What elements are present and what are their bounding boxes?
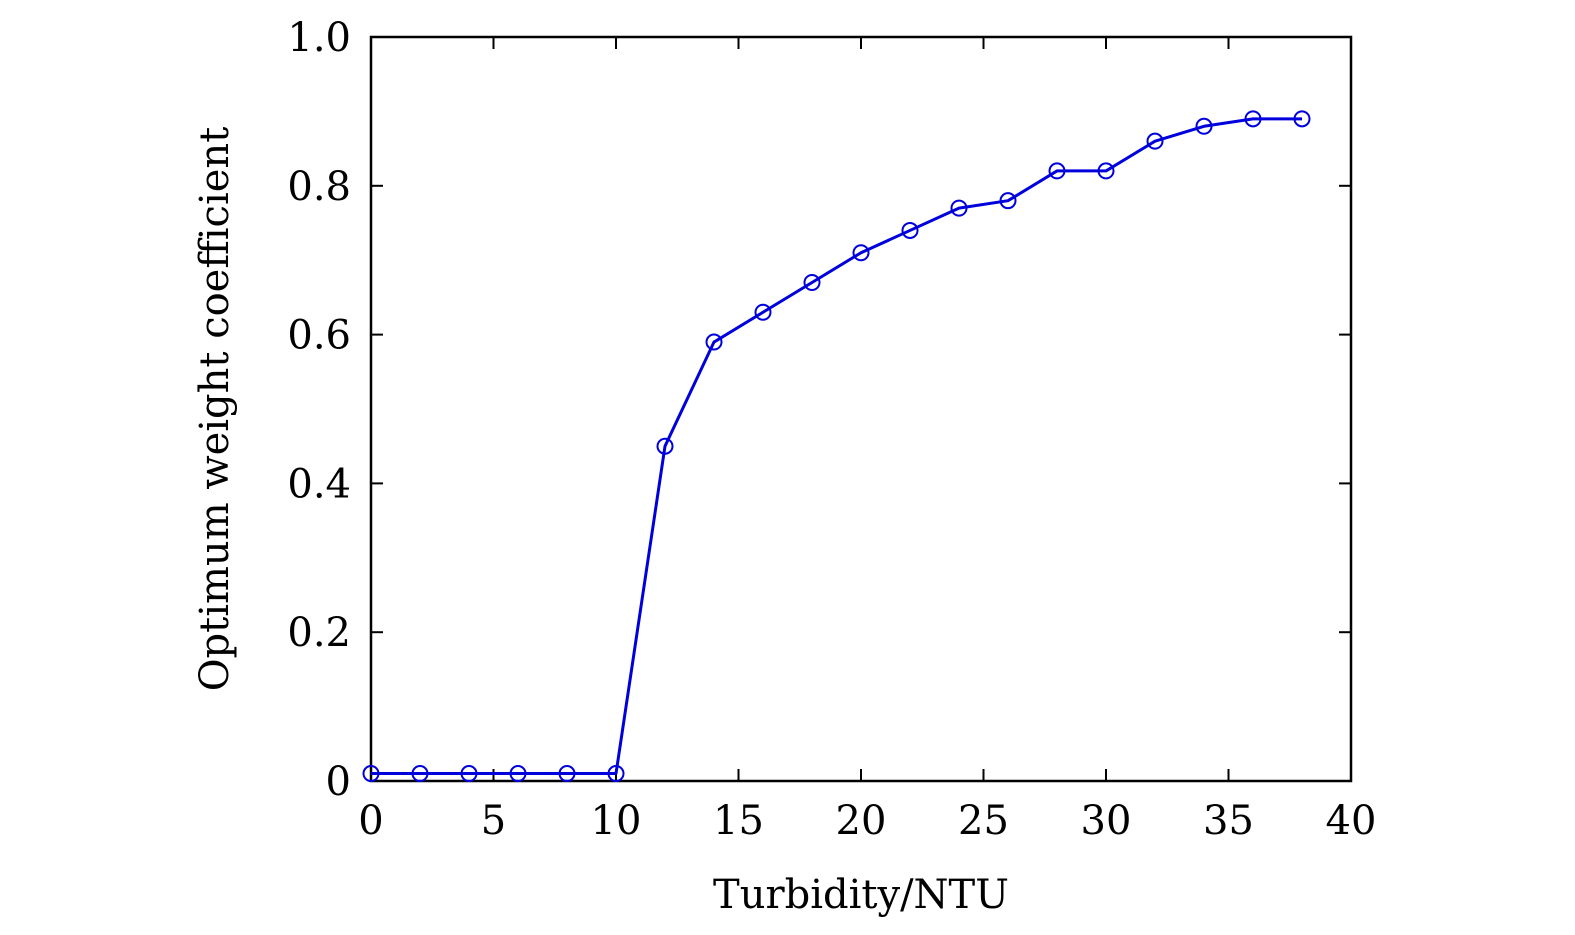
data-point [1048, 162, 1066, 180]
data-point [460, 765, 478, 783]
data-point [607, 765, 625, 783]
data-point [1097, 162, 1115, 180]
data-point [1244, 110, 1262, 128]
x-tick-label: 0 [358, 798, 383, 844]
y-tick-label: 1.0 [287, 15, 351, 61]
x-tick-label: 15 [713, 798, 764, 844]
data-point [999, 192, 1017, 210]
y-tick-label: 0 [326, 759, 351, 805]
x-tick-label: 30 [1081, 798, 1132, 844]
x-tick-label: 20 [836, 798, 887, 844]
x-tick-label: 35 [1203, 798, 1254, 844]
data-point [509, 765, 527, 783]
series-layer [362, 110, 1311, 783]
data-point [362, 765, 380, 783]
data-point [901, 221, 919, 239]
y-axis-title: Optimum weight coefficient [192, 127, 238, 692]
x-tick-label: 10 [591, 798, 642, 844]
x-tick-label: 40 [1326, 798, 1377, 844]
series-line [371, 117, 1302, 776]
data-point [852, 244, 870, 262]
y-tick-label: 0.8 [287, 164, 351, 210]
y-axis: 0 0.2 0.4 0.6 0.8 1.0 [287, 15, 1351, 805]
data-point [803, 274, 821, 292]
y-tick-label: 0.2 [287, 610, 351, 656]
x-tick-label: 5 [481, 798, 506, 844]
data-point [705, 333, 723, 351]
data-point [558, 765, 576, 783]
data-point [1195, 117, 1213, 135]
plot-frame [369, 35, 1353, 783]
data-point [754, 303, 772, 321]
x-axis: 0 5 10 15 20 25 30 35 40 [358, 37, 1376, 844]
data-point [1293, 110, 1311, 128]
data-point [656, 437, 674, 455]
y-tick-label: 0.6 [287, 313, 351, 359]
y-tick-label: 0.4 [287, 461, 351, 507]
data-point [1146, 132, 1164, 150]
data-point [950, 199, 968, 217]
x-axis-title: Turbidity/NTU [713, 872, 1009, 918]
x-tick-label: 25 [958, 798, 1009, 844]
data-point [411, 765, 429, 783]
